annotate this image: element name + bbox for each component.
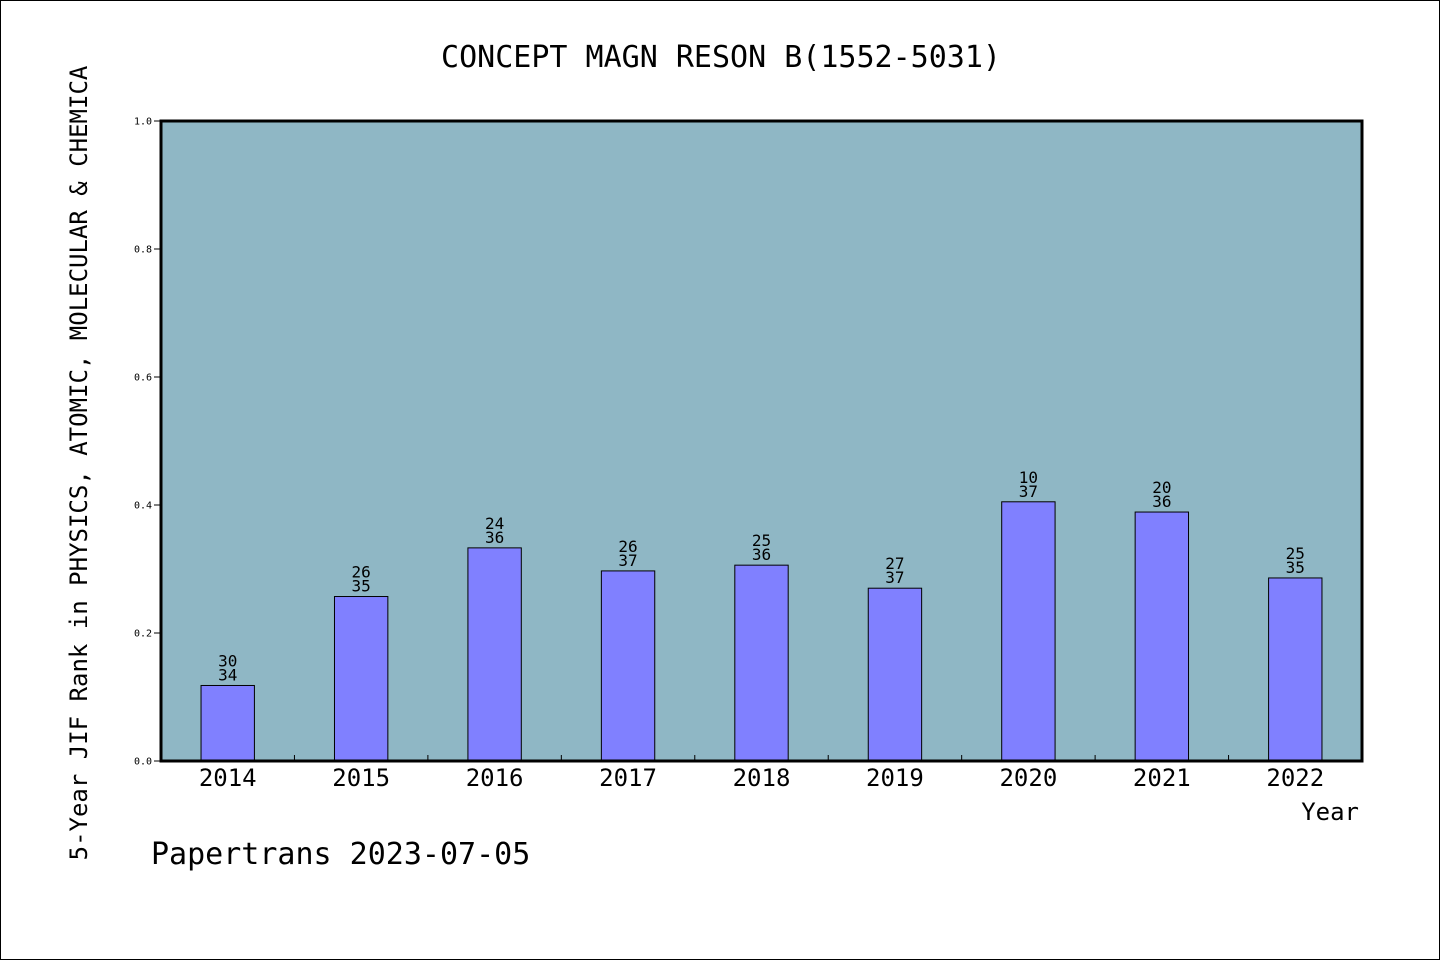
chart-title: CONCEPT MAGN RESON B(1552-5031) (441, 40, 1001, 75)
y-tick-label-0.4: 0.4 (134, 501, 152, 512)
y-tick-label-1.0: 1.0 (134, 117, 152, 128)
y-tick-label-0.0: 0.0 (134, 757, 152, 768)
footer-credit: Papertrans 2023-07-05 (151, 837, 530, 872)
y-tick-label-0.8: 0.8 (134, 245, 152, 256)
bar-total-label-2019: 37 (885, 568, 904, 587)
x-tick-label-2016: 2016 (466, 764, 524, 792)
bar-total-label-2015: 35 (352, 577, 371, 596)
x-tick-label-2020: 2020 (999, 764, 1057, 792)
x-tick-label-2019: 2019 (866, 764, 924, 792)
bar-rank-label-2015: 26 (352, 563, 371, 582)
y-axis-label: 5-Year JIF Rank in PHYSICS, ATOMIC, MOLE… (65, 65, 93, 860)
bar-rank-label-2021: 20 (1152, 478, 1171, 497)
bar-rank-label-2022: 25 (1286, 544, 1305, 563)
x-axis-label: Year (1301, 798, 1359, 826)
bar-rank-label-2018: 25 (752, 531, 771, 550)
bar-total-label-2018: 36 (752, 545, 771, 564)
bar-total-label-2020: 37 (1019, 482, 1038, 501)
bar-2015 (333, 596, 389, 762)
bar-total-label-2017: 37 (618, 551, 637, 570)
x-tick-label-2014: 2014 (199, 764, 257, 792)
x-tick-label-2021: 2021 (1133, 764, 1191, 792)
bar-2018 (734, 564, 789, 762)
bar-rank-label-2019: 27 (885, 554, 904, 573)
bar-2022 (1268, 577, 1323, 762)
bar-rank-label-2016: 24 (485, 514, 504, 533)
bar-2017 (600, 570, 656, 762)
bar-rank-label-2017: 26 (618, 537, 637, 556)
x-tick-label-2022: 2022 (1266, 764, 1324, 792)
x-tick-label-2018: 2018 (733, 764, 791, 792)
bar-total-label-2022: 35 (1286, 558, 1305, 577)
bar-2014 (200, 684, 255, 762)
bar-2020 (1001, 501, 1056, 762)
bar-total-label-2014: 34 (218, 665, 237, 684)
bar-rank-label-2020: 10 (1019, 468, 1038, 487)
bar-2021 (1134, 511, 1190, 762)
x-tick-label-2015: 2015 (332, 764, 390, 792)
bar-2016 (467, 547, 522, 762)
x-tick-label-2017: 2017 (599, 764, 657, 792)
bar-rank-label-2014: 30 (218, 651, 237, 670)
y-tick-label-0.6: 0.6 (134, 373, 152, 384)
y-tick-label-0.2: 0.2 (134, 629, 152, 640)
bar-total-label-2016: 36 (485, 528, 504, 547)
plot-frame (159, 119, 1364, 763)
bar-total-label-2021: 36 (1152, 492, 1171, 511)
bar-2019 (867, 587, 923, 762)
